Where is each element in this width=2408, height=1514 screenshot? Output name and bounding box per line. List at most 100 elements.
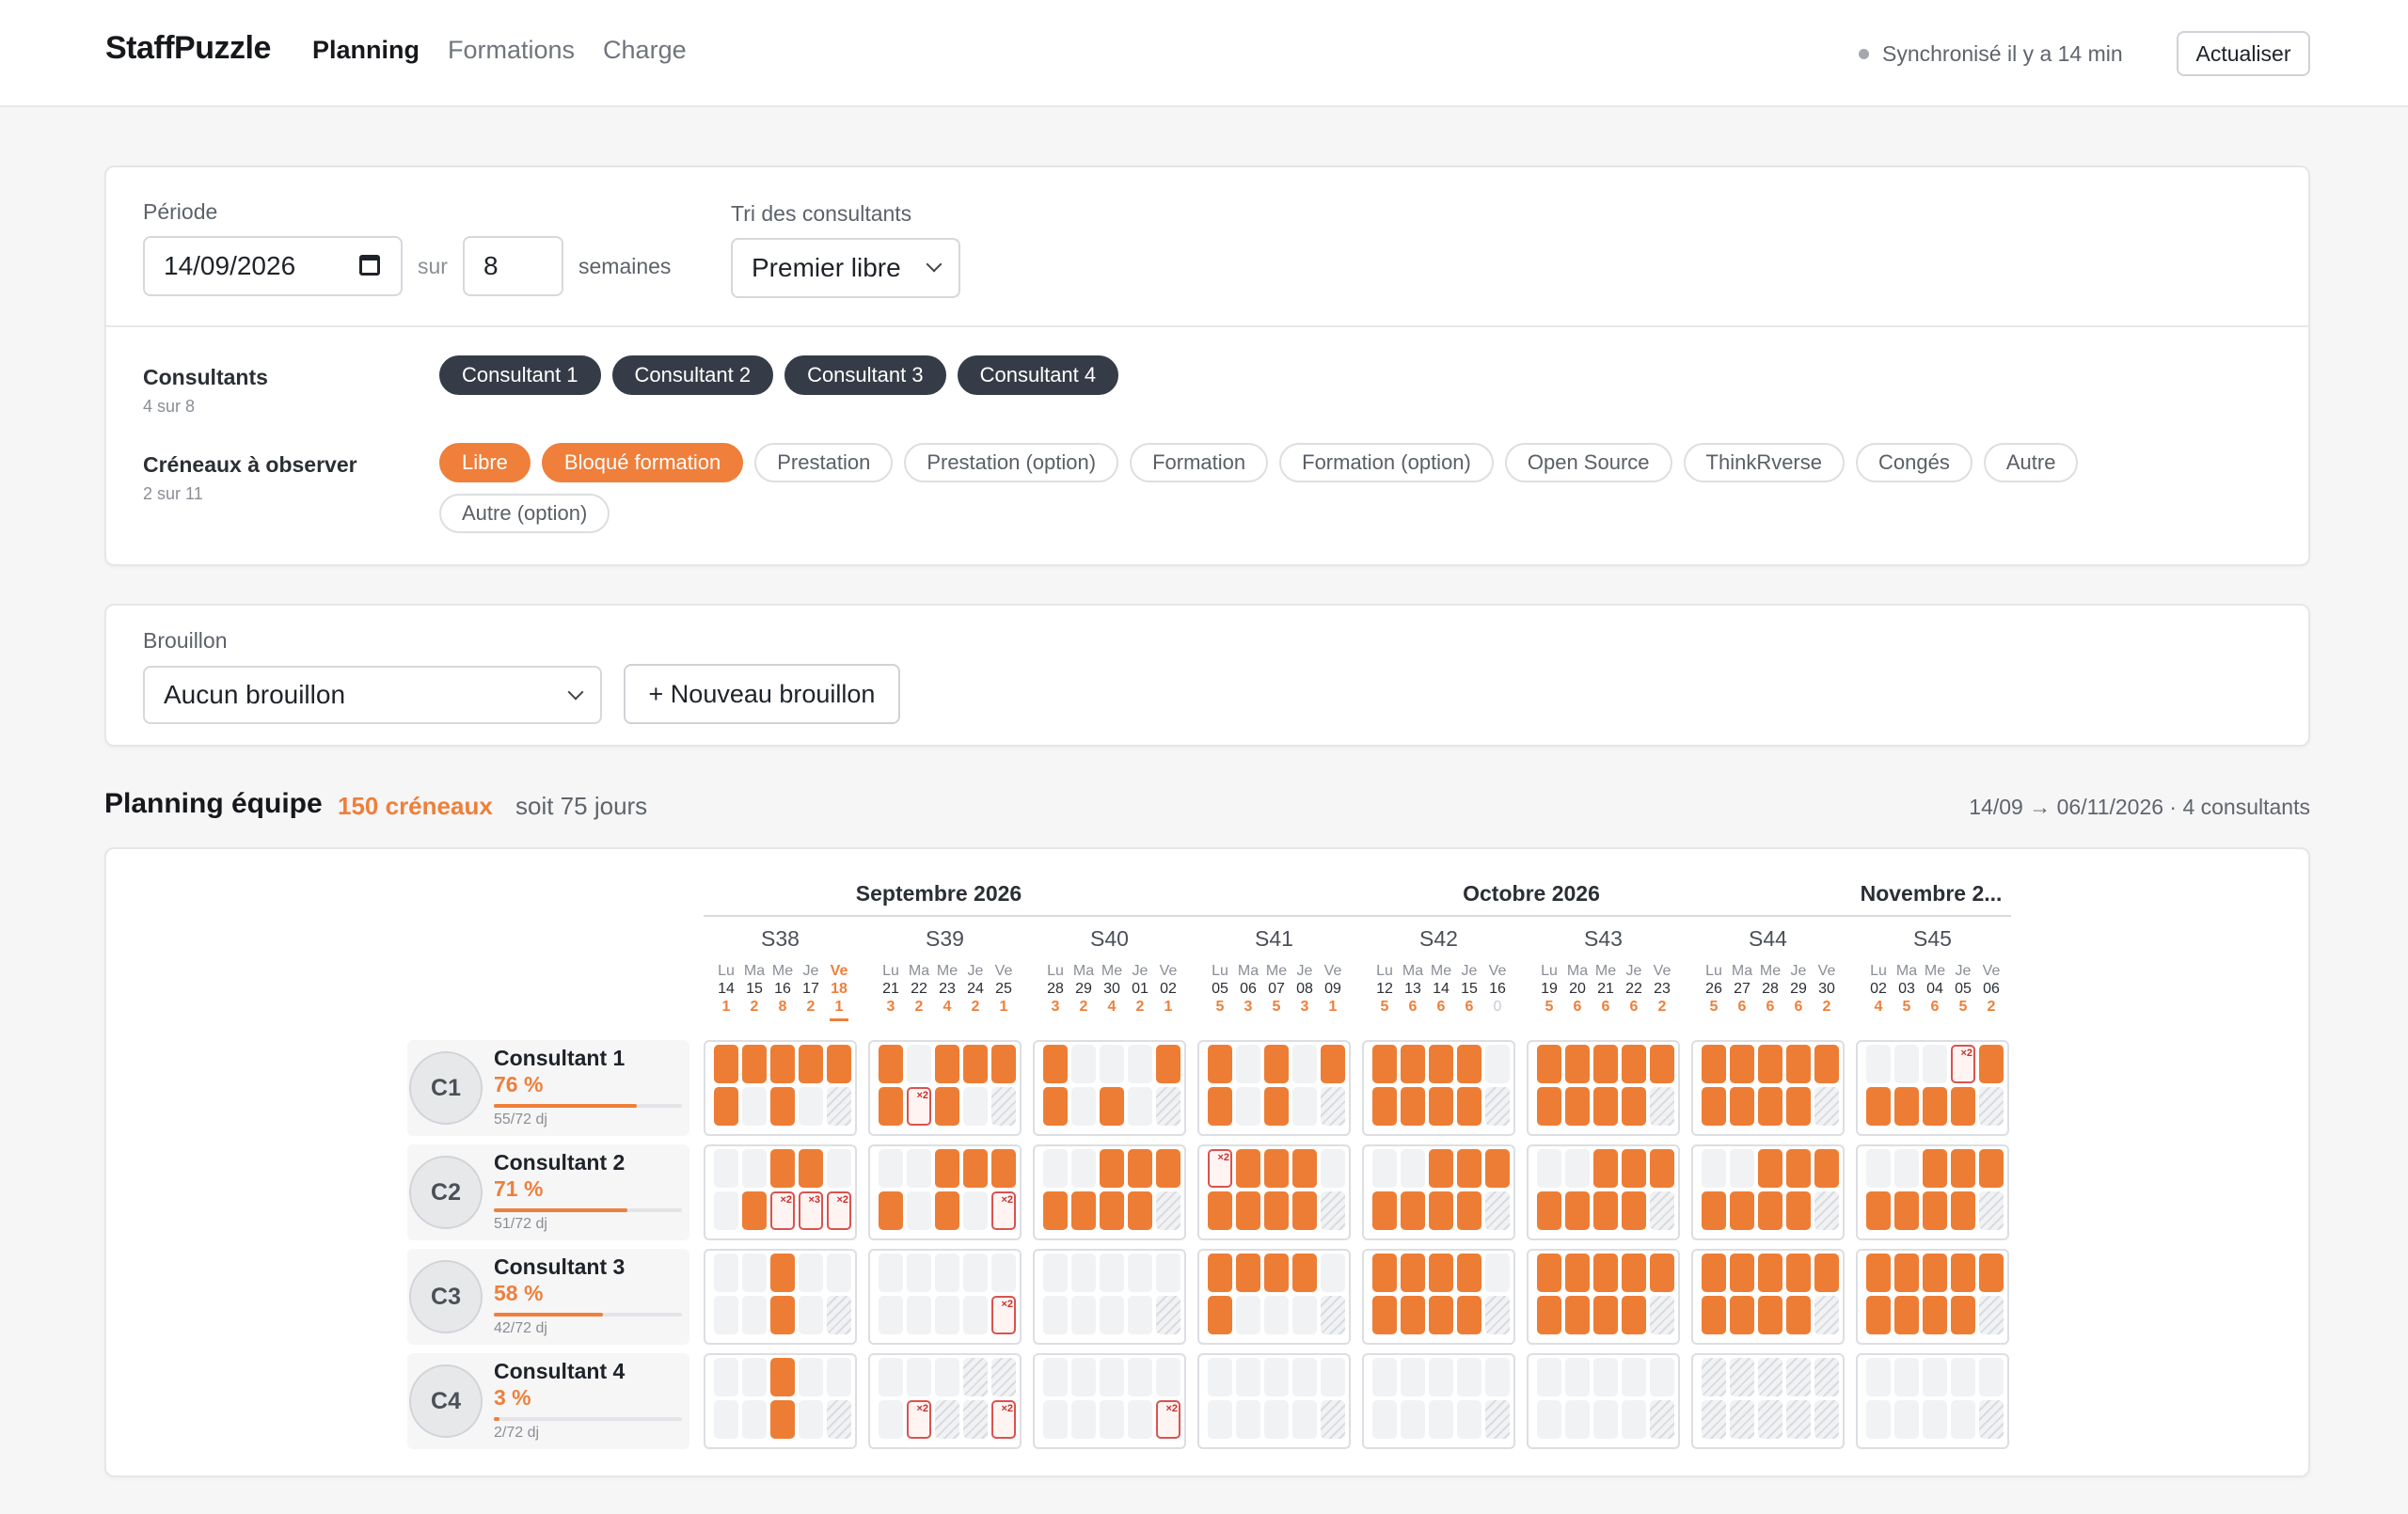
- empty-slot[interactable]: [1043, 1254, 1068, 1292]
- free-slot[interactable]: [1457, 1254, 1481, 1292]
- free-slot[interactable]: [1814, 1149, 1839, 1188]
- empty-slot[interactable]: [935, 1358, 959, 1396]
- free-slot[interactable]: [1401, 1191, 1425, 1230]
- weekend-hatched-slot[interactable]: [1786, 1358, 1811, 1396]
- empty-slot[interactable]: [827, 1149, 851, 1188]
- weekend-hatched-slot[interactable]: [1156, 1191, 1180, 1230]
- slot-chip-thinkrverse[interactable]: ThinkRverse: [1683, 443, 1845, 482]
- free-slot[interactable]: [1043, 1087, 1068, 1126]
- free-slot[interactable]: [1208, 1045, 1232, 1083]
- empty-slot[interactable]: [799, 1087, 823, 1126]
- empty-slot[interactable]: [935, 1254, 959, 1292]
- empty-slot[interactable]: [742, 1149, 767, 1188]
- empty-slot[interactable]: [1071, 1045, 1096, 1083]
- empty-slot[interactable]: [1485, 1045, 1510, 1083]
- empty-slot[interactable]: [1650, 1358, 1674, 1396]
- empty-slot[interactable]: [1866, 1358, 1891, 1396]
- free-slot[interactable]: [770, 1296, 795, 1334]
- free-slot[interactable]: [1292, 1191, 1317, 1230]
- empty-slot[interactable]: [1236, 1400, 1260, 1439]
- empty-slot[interactable]: [1537, 1358, 1561, 1396]
- empty-slot[interactable]: [827, 1254, 851, 1292]
- free-slot[interactable]: [1702, 1045, 1726, 1083]
- free-slot[interactable]: [1758, 1149, 1782, 1188]
- free-slot[interactable]: [1702, 1296, 1726, 1334]
- empty-slot[interactable]: [1071, 1358, 1096, 1396]
- free-slot[interactable]: [1457, 1087, 1481, 1126]
- free-slot[interactable]: [770, 1149, 795, 1188]
- nav-planning[interactable]: Planning: [312, 36, 420, 64]
- consultant-info[interactable]: C2 Consultant 2 71 % 51/72 dj: [407, 1144, 689, 1240]
- empty-slot[interactable]: [1457, 1400, 1481, 1439]
- empty-slot[interactable]: [1565, 1400, 1590, 1439]
- free-slot[interactable]: [742, 1191, 767, 1230]
- free-slot[interactable]: [1786, 1296, 1811, 1334]
- conflict-slot[interactable]: ×2: [1156, 1400, 1180, 1439]
- free-slot[interactable]: [1758, 1296, 1782, 1334]
- conflict-slot[interactable]: ×2: [991, 1400, 1016, 1439]
- free-slot[interactable]: [1786, 1087, 1811, 1126]
- empty-slot[interactable]: [714, 1191, 738, 1230]
- free-slot[interactable]: [1923, 1087, 1947, 1126]
- empty-slot[interactable]: [991, 1254, 1016, 1292]
- empty-slot[interactable]: [1923, 1400, 1947, 1439]
- free-slot[interactable]: [1537, 1254, 1561, 1292]
- weekend-hatched-slot[interactable]: [1979, 1191, 2004, 1230]
- empty-slot[interactable]: [1264, 1296, 1289, 1334]
- free-slot[interactable]: [1702, 1087, 1726, 1126]
- weekend-hatched-slot[interactable]: [1650, 1400, 1674, 1439]
- weekend-hatched-slot[interactable]: [1758, 1400, 1782, 1439]
- free-slot[interactable]: [1758, 1087, 1782, 1126]
- free-slot[interactable]: [1593, 1191, 1618, 1230]
- refresh-button[interactable]: Actualiser: [2177, 31, 2310, 76]
- free-slot[interactable]: [1292, 1149, 1317, 1188]
- empty-slot[interactable]: [1593, 1400, 1618, 1439]
- consultant-info[interactable]: C1 Consultant 1 76 % 55/72 dj: [407, 1040, 689, 1136]
- empty-slot[interactable]: [907, 1358, 931, 1396]
- free-slot[interactable]: [1565, 1296, 1590, 1334]
- free-slot[interactable]: [935, 1149, 959, 1188]
- weekend-hatched-slot[interactable]: [1485, 1191, 1510, 1230]
- free-slot[interactable]: [1951, 1149, 1975, 1188]
- start-date-input[interactable]: 14/09/2026: [143, 236, 403, 296]
- weekend-hatched-slot[interactable]: [1730, 1400, 1754, 1439]
- free-slot[interactable]: [1457, 1149, 1481, 1188]
- empty-slot[interactable]: [742, 1296, 767, 1334]
- empty-slot[interactable]: [1730, 1149, 1754, 1188]
- empty-slot[interactable]: [1894, 1149, 1919, 1188]
- free-slot[interactable]: [1593, 1296, 1618, 1334]
- empty-slot[interactable]: [1622, 1358, 1646, 1396]
- weekend-hatched-slot[interactable]: [1814, 1400, 1839, 1439]
- empty-slot[interactable]: [963, 1191, 988, 1230]
- weekend-hatched-slot[interactable]: [1156, 1296, 1180, 1334]
- free-slot[interactable]: [1537, 1191, 1561, 1230]
- free-slot[interactable]: [1128, 1191, 1152, 1230]
- free-slot[interactable]: [1730, 1254, 1754, 1292]
- empty-slot[interactable]: [879, 1400, 903, 1439]
- free-slot[interactable]: [963, 1045, 988, 1083]
- free-slot[interactable]: [1372, 1254, 1397, 1292]
- slot-chip-libre[interactable]: Libre: [439, 443, 531, 482]
- free-slot[interactable]: [1979, 1254, 2004, 1292]
- free-slot[interactable]: [1043, 1191, 1068, 1230]
- free-slot[interactable]: [1156, 1045, 1180, 1083]
- free-slot[interactable]: [1951, 1296, 1975, 1334]
- empty-slot[interactable]: [1071, 1087, 1096, 1126]
- empty-slot[interactable]: [1485, 1254, 1510, 1292]
- free-slot[interactable]: [1429, 1191, 1453, 1230]
- empty-slot[interactable]: [1429, 1358, 1453, 1396]
- free-slot[interactable]: [770, 1254, 795, 1292]
- weekend-hatched-slot[interactable]: [1979, 1400, 2004, 1439]
- weekend-hatched-slot[interactable]: [1814, 1296, 1839, 1334]
- empty-slot[interactable]: [879, 1254, 903, 1292]
- free-slot[interactable]: [1951, 1087, 1975, 1126]
- empty-slot[interactable]: [1236, 1045, 1260, 1083]
- empty-slot[interactable]: [1128, 1087, 1152, 1126]
- free-slot[interactable]: [1758, 1254, 1782, 1292]
- free-slot[interactable]: [1429, 1149, 1453, 1188]
- weekend-hatched-slot[interactable]: [1321, 1191, 1345, 1230]
- empty-slot[interactable]: [1156, 1254, 1180, 1292]
- consultant-chip-1[interactable]: Consultant 1: [439, 355, 601, 395]
- free-slot[interactable]: [1923, 1149, 1947, 1188]
- empty-slot[interactable]: [1292, 1358, 1317, 1396]
